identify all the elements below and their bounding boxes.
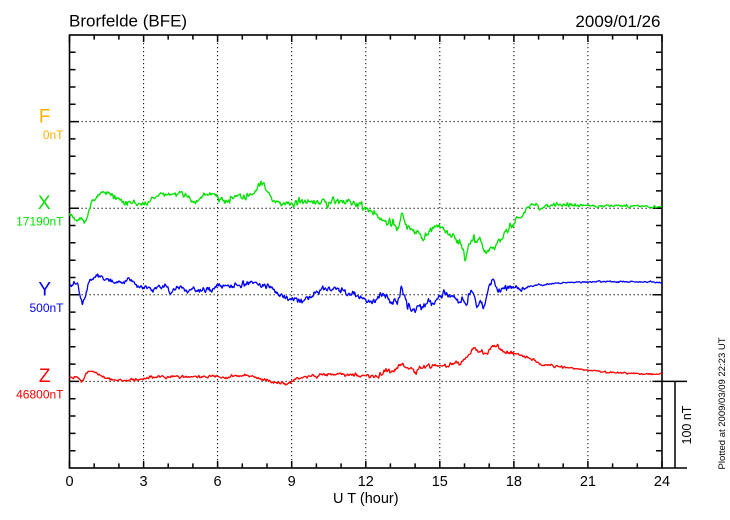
svg-text:2009/01/26: 2009/01/26 [575, 12, 660, 31]
svg-text:100 nT: 100 nT [680, 405, 694, 444]
svg-text:6: 6 [214, 474, 222, 490]
svg-text:9: 9 [288, 474, 296, 490]
svg-text:46800nT: 46800nT [16, 388, 64, 402]
svg-text:Z: Z [39, 366, 51, 387]
svg-text:0: 0 [65, 474, 73, 490]
svg-text:F: F [39, 106, 51, 127]
svg-text:21: 21 [580, 474, 596, 490]
svg-text:17190nT: 17190nT [16, 214, 64, 228]
svg-text:12: 12 [358, 474, 374, 490]
svg-text:Y: Y [38, 280, 51, 301]
svg-text:24: 24 [654, 474, 670, 490]
svg-text:15: 15 [432, 474, 448, 490]
svg-text:X: X [38, 193, 51, 214]
svg-text:18: 18 [506, 474, 522, 490]
svg-text:500nT: 500nT [29, 301, 64, 315]
svg-text:Brorfelde (BFE): Brorfelde (BFE) [69, 12, 187, 31]
svg-text:Plotted at 2009/03/09 22:23 UT: Plotted at 2009/03/09 22:23 UT [717, 337, 728, 469]
svg-text:U T (hour): U T (hour) [333, 491, 399, 507]
svg-text:3: 3 [140, 474, 148, 490]
svg-text:0nT: 0nT [43, 128, 64, 142]
